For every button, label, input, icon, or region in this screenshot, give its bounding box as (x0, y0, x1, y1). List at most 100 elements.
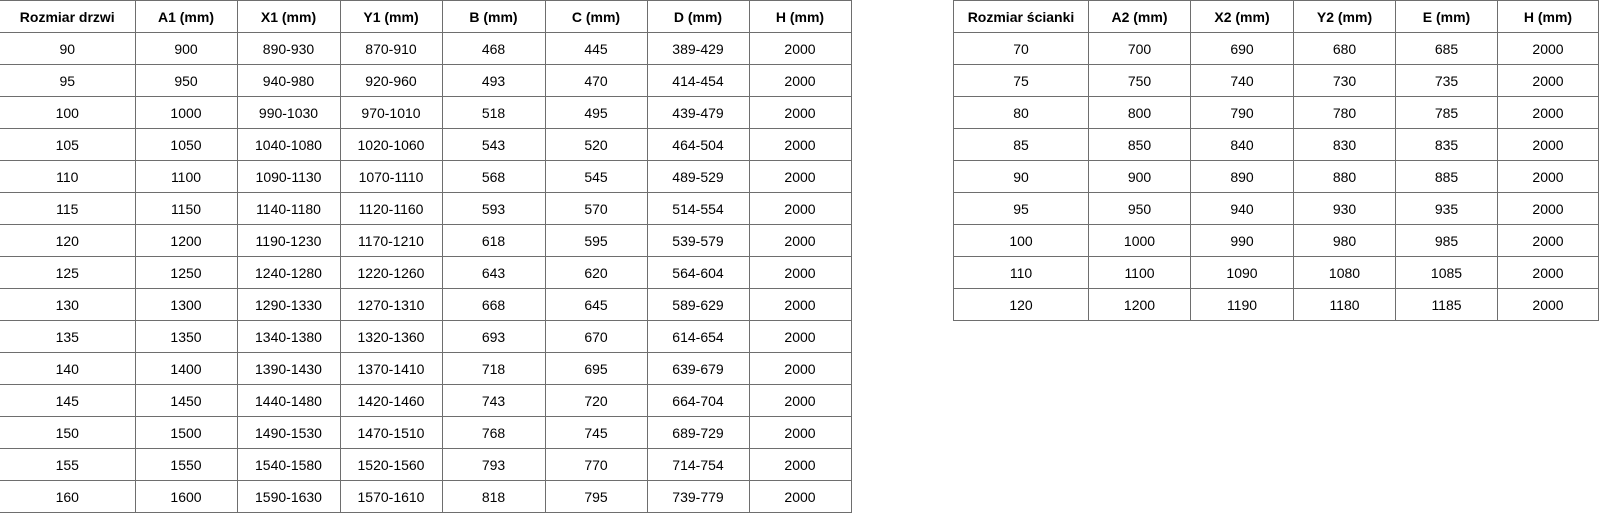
table-cell: 695 (544, 352, 648, 385)
table-cell: 2000 (748, 256, 852, 289)
table-cell: 770 (544, 448, 648, 481)
table-cell: 85 (953, 128, 1089, 161)
table-cell: 920-960 (339, 64, 443, 97)
table-row: 135 1350 1340-1380 1320-1360 693 670 614-654 20… (0, 320, 852, 353)
table-cell: 2000 (748, 288, 852, 321)
column-header: Y1 (mm) (339, 0, 443, 33)
table-cell: 593 (441, 192, 546, 225)
table-cell: 564-604 (646, 256, 750, 289)
table-cell: 160 (0, 480, 136, 513)
table-row: 120 1200 1190 1180 1185 2000 (953, 288, 1599, 321)
table-cell: 730 (1293, 64, 1396, 97)
table-cell: 1450 (134, 384, 238, 417)
table-cell: 2000 (1497, 224, 1599, 257)
table-cell: 2000 (748, 416, 852, 449)
column-header: H (mm) (1497, 0, 1599, 33)
table-cell: 940-980 (236, 64, 341, 97)
table-cell: 970-1010 (339, 96, 443, 129)
table-cell: 618 (441, 224, 546, 257)
table-cell: 668 (441, 288, 546, 321)
table-cell: 1500 (134, 416, 238, 449)
table-cell: 2000 (748, 480, 852, 513)
table-cell: 1100 (134, 160, 238, 193)
table-cell: 1290-1330 (236, 288, 341, 321)
table-cell: 1220-1260 (339, 256, 443, 289)
table-cell: 1270-1310 (339, 288, 443, 321)
table-cell: 1070-1110 (339, 160, 443, 193)
table-cell: 930 (1293, 192, 1396, 225)
table-cell: 985 (1395, 224, 1498, 257)
table-cell: 885 (1395, 160, 1498, 193)
table-cell: 95 (953, 192, 1089, 225)
table-cell: 2000 (748, 128, 852, 161)
table-cell: 495 (544, 96, 648, 129)
table-cell: 1200 (134, 224, 238, 257)
table-cell: 90 (0, 32, 136, 65)
table-cell: 1185 (1395, 288, 1498, 321)
table-row: 100 1000 990 980 985 2000 (953, 224, 1599, 257)
table-cell: 690 (1190, 32, 1294, 65)
table-cell: 1050 (134, 128, 238, 161)
table-row: 140 1400 1390-1430 1370-1410 718 695 639-679 20… (0, 352, 852, 385)
table-cell: 543 (441, 128, 546, 161)
column-header: A1 (mm) (134, 0, 238, 33)
table-cell: 714-754 (646, 448, 750, 481)
table-cell: 1180 (1293, 288, 1396, 321)
table-cell: 2000 (748, 192, 852, 225)
table-cell: 2000 (748, 96, 852, 129)
column-header: H (mm) (748, 0, 852, 33)
table-header-row: Rozmiar ścianki A2 (mm) X2 (mm) Y2 (mm) E (m… (953, 0, 1599, 33)
table-cell: 445 (544, 32, 648, 65)
table-cell: 100 (953, 224, 1089, 257)
table-cell: 1250 (134, 256, 238, 289)
table-cell: 1520-1560 (339, 448, 443, 481)
table-cell: 890-930 (236, 32, 341, 65)
table-cell: 1040-1080 (236, 128, 341, 161)
table-cell: 840 (1190, 128, 1294, 161)
table-cell: 1140-1180 (236, 192, 341, 225)
table-cell: 2000 (748, 64, 852, 97)
table-cell: 739-779 (646, 480, 750, 513)
table-row: 70 700 690 680 685 2000 (953, 32, 1599, 65)
table-cell: 900 (1088, 160, 1191, 193)
table-cell: 1440-1480 (236, 384, 341, 417)
table-cell: 570 (544, 192, 648, 225)
table-row: 150 1500 1490-1530 1470-1510 768 745 689-729 20… (0, 416, 852, 449)
table-cell: 1370-1410 (339, 352, 443, 385)
table-cell: 1550 (134, 448, 238, 481)
table-cell: 150 (0, 416, 136, 449)
table-cell: 514-554 (646, 192, 750, 225)
table-cell: 880 (1293, 160, 1396, 193)
table-row: 75 750 740 730 735 2000 (953, 64, 1599, 97)
table-cell: 720 (544, 384, 648, 417)
column-header: Rozmiar drzwi (0, 0, 136, 33)
table-cell: 518 (441, 96, 546, 129)
table-cell: 140 (0, 352, 136, 385)
table-cell: 940 (1190, 192, 1294, 225)
table-cell: 2000 (748, 224, 852, 257)
table-cell: 1000 (1088, 224, 1191, 257)
table-cell: 1090-1130 (236, 160, 341, 193)
table-cell: 2000 (748, 448, 852, 481)
table-cell: 2000 (1497, 64, 1599, 97)
column-header: Rozmiar ścianki (953, 0, 1089, 33)
table-cell: 643 (441, 256, 546, 289)
table-row: 95 950 940 930 935 2000 (953, 192, 1599, 225)
table-cell: 110 (0, 160, 136, 193)
table-cell: 2000 (1497, 288, 1599, 321)
table-cell: 120 (0, 224, 136, 257)
table-row: 125 1250 1240-1280 1220-1260 643 620 564-604 20… (0, 256, 852, 289)
table-cell: 980 (1293, 224, 1396, 257)
table-cell: 700 (1088, 32, 1191, 65)
table-cell: 639-679 (646, 352, 750, 385)
table-cell: 1390-1430 (236, 352, 341, 385)
door-size-table: Rozmiar drzwi A1 (mm) X1 (mm) Y1 (mm) B (mm)… (0, 0, 852, 513)
table-cell: 1085 (1395, 256, 1498, 289)
table-cell: 890 (1190, 160, 1294, 193)
table-cell: 1170-1210 (339, 224, 443, 257)
table-cell: 2000 (748, 160, 852, 193)
table-cell: 80 (953, 96, 1089, 129)
table-row: 115 1150 1140-1180 1120-1160 593 570 514-554 20… (0, 192, 852, 225)
table-cell: 935 (1395, 192, 1498, 225)
column-header: Y2 (mm) (1293, 0, 1396, 33)
